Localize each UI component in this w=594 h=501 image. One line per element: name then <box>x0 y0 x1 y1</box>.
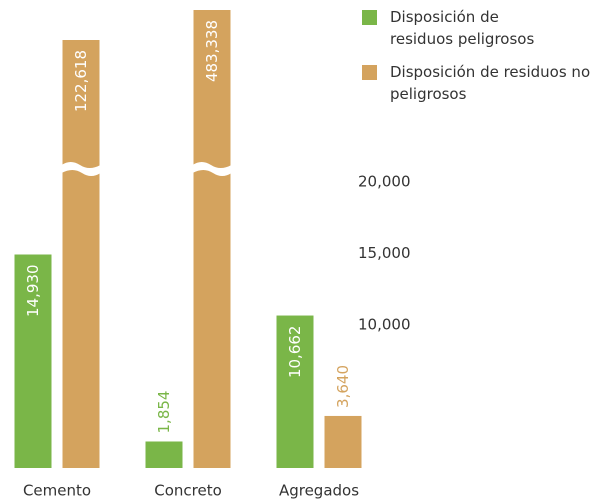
y-tick-label: 20,000 <box>358 173 411 191</box>
axis-break <box>192 162 232 176</box>
bar <box>193 10 231 468</box>
bar <box>145 441 183 468</box>
legend-swatch <box>362 10 377 25</box>
value-label: 10,662 <box>286 326 304 379</box>
x-tick-label: Concreto <box>154 482 222 500</box>
axis-break <box>61 162 101 176</box>
legend-label: Disposición de residuos no peligrosos <box>390 63 591 103</box>
bar <box>14 254 52 468</box>
value-label: 122,618 <box>72 50 90 112</box>
legend-label: Disposición de residuos peligrosos <box>390 8 535 48</box>
x-tick-label: Cemento <box>23 482 91 500</box>
value-label: 483,338 <box>203 20 221 82</box>
bar <box>276 315 314 468</box>
value-label: 1,854 <box>155 391 173 434</box>
x-tick-label: Agregados <box>279 482 359 500</box>
value-label: 3,640 <box>334 365 352 408</box>
value-label: 14,930 <box>24 265 42 318</box>
bar <box>324 415 362 468</box>
legend-swatch <box>362 65 377 80</box>
bar <box>62 40 100 468</box>
y-tick-label: 10,000 <box>358 316 411 334</box>
y-tick-label: 15,000 <box>358 244 411 262</box>
